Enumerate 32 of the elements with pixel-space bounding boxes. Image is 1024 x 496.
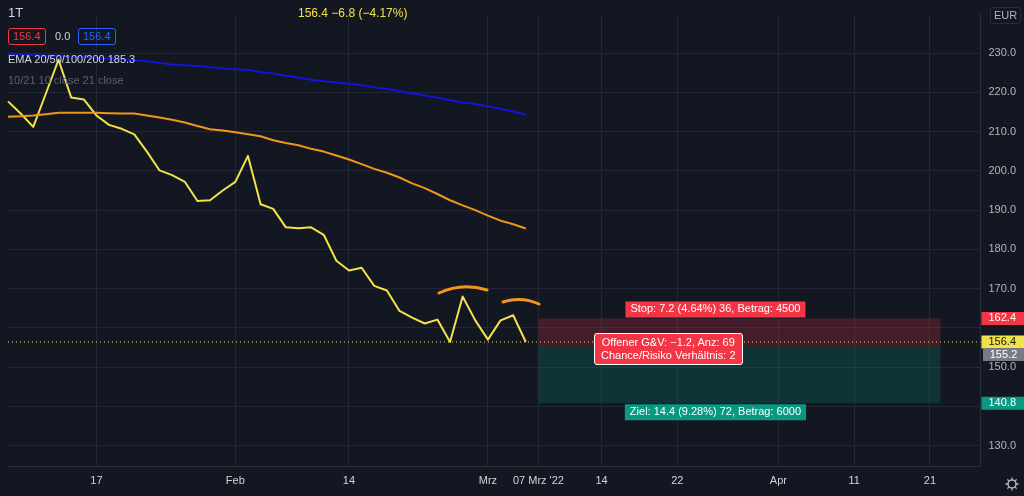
x-tick-label: 11 <box>848 474 860 487</box>
annotation: 156.4 <box>8 28 46 45</box>
y-tick-label: 180.0 <box>988 242 1016 255</box>
annotation: 162.4 <box>988 311 1016 324</box>
annotation: Offener G&V: −1.2, Anz: 69 Chance/Risiko Verhältnis: 2 <box>594 333 743 365</box>
x-tick-label: 21 <box>923 474 937 487</box>
annotation: 156.4 <box>78 28 116 45</box>
y-tick-label: 230.0 <box>988 46 1016 59</box>
x-tick-label: 14 <box>342 474 356 487</box>
text: EUR <box>990 7 1022 24</box>
y-tick-label: 170.0 <box>988 281 1016 294</box>
y-tick-label: 150.0 <box>988 360 1016 373</box>
annotation: 156.4 −6.8 (−4.17%) <box>298 6 408 20</box>
text: 155.2 <box>983 348 1024 361</box>
y-tick-label: 220.0 <box>988 85 1016 98</box>
x-tick-label: 17 <box>90 474 103 487</box>
x-tick-label: 07 Mrz '22 <box>512 474 564 487</box>
y-tick-label: 210.0 <box>988 124 1016 137</box>
band-label: Stop: 7.2 (4.64%) 36, Betrag: 4500 <box>630 302 801 315</box>
chart-title: 1T <box>8 5 24 20</box>
band-label: Ziel: 14.4 (9.28%) 72, Betrag: 6000 <box>629 405 802 418</box>
text: 156.4 <box>988 335 1016 348</box>
annotation: 140.8 <box>988 396 1016 409</box>
x-tick-label: Feb <box>225 474 245 487</box>
y-tick-label: 130.0 <box>988 438 1016 451</box>
x-tick-label: Apr <box>769 474 788 487</box>
x-tick-label: Mrz <box>478 474 498 487</box>
x-tick-label: 22 <box>671 474 684 487</box>
annotation: 0.0 <box>55 30 71 43</box>
x-tick-label: 14 <box>595 474 608 487</box>
y-tick-label: 200.0 <box>988 163 1016 176</box>
y-tick-label: 190.0 <box>988 203 1016 216</box>
